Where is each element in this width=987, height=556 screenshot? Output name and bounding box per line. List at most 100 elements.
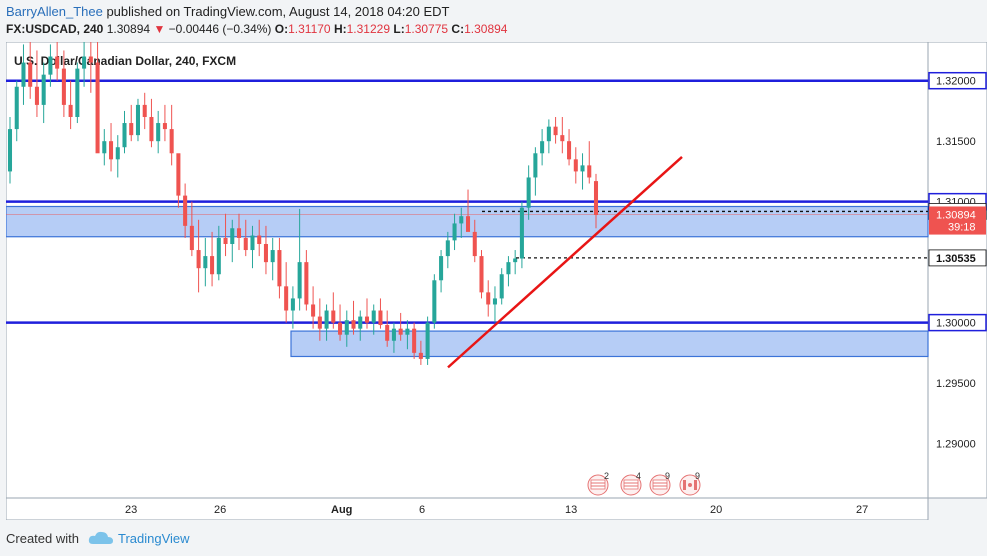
low-label: L: — [393, 22, 405, 36]
candle-body — [338, 322, 343, 335]
candle-body — [405, 328, 410, 335]
candle-body — [75, 68, 80, 117]
time-axis — [6, 497, 929, 520]
candle-body — [364, 316, 370, 323]
candle-body — [317, 316, 322, 329]
candle-body — [526, 177, 531, 208]
price-chart[interactable]: U.S. Dollar/Canadian Dollar, 240, FXCM 1… — [6, 42, 987, 520]
ca-event-icon[interactable]: 9 — [679, 471, 701, 496]
us-event-icon[interactable]: 9 — [649, 471, 671, 496]
candle-body — [14, 86, 19, 130]
price-label-text: 39:18 — [948, 222, 976, 234]
candle-body — [156, 123, 161, 142]
candle-body — [378, 310, 383, 326]
candle-body — [573, 159, 578, 172]
candle-body — [311, 304, 316, 317]
candle-body — [102, 141, 107, 154]
open-value: 1.31170 — [288, 22, 331, 36]
candle-body — [331, 310, 336, 323]
candle-body — [34, 86, 39, 105]
candles-layer — [7, 42, 599, 365]
price-label-text: 1.30894 — [936, 209, 976, 221]
x-axis-labels: 23 26 Aug 6 13 20 27 — [125, 504, 868, 516]
candle-body — [55, 56, 60, 69]
candle-body — [230, 228, 235, 244]
candle-body — [250, 235, 255, 251]
us-event-icon[interactable]: 4 — [620, 471, 642, 496]
candle-body — [7, 129, 13, 172]
candle-body — [425, 322, 430, 359]
candle-body — [479, 256, 484, 293]
trendline — [447, 155, 683, 369]
candle-body — [88, 56, 93, 63]
x-tick-label: 13 — [565, 504, 577, 516]
candle-body — [277, 250, 282, 287]
candle-body — [452, 223, 457, 241]
candle-body — [553, 126, 558, 136]
candle-body — [432, 280, 437, 323]
candle-body — [210, 256, 215, 275]
publish-line: BarryAllen_Thee published on TradingView… — [6, 4, 450, 19]
candle-body — [61, 68, 66, 105]
price-label-badge — [929, 206, 986, 223]
candle-body — [162, 123, 167, 130]
candle-body — [486, 292, 491, 305]
y-tick-label: 1.29500 — [936, 378, 976, 390]
economic-events[interactable]: 2 4 9 9 — [587, 471, 701, 496]
candle-body — [95, 62, 100, 154]
candle-body — [587, 165, 592, 178]
candle-body — [472, 231, 477, 257]
chart-title: U.S. Dollar/Canadian Dollar, 240, FXCM — [14, 54, 236, 68]
tradingview-link[interactable]: TradingView — [118, 531, 190, 546]
us-event-icon[interactable]: 2 — [587, 471, 609, 496]
high-value: 1.31229 — [346, 22, 391, 36]
candle-body — [358, 316, 363, 329]
svg-text:4: 4 — [636, 471, 641, 481]
candle-body — [290, 298, 295, 311]
price-label-badge — [928, 249, 987, 267]
candle-body — [439, 256, 444, 281]
x-tick-label: 27 — [856, 504, 868, 516]
down-arrow-icon: ▼ — [153, 22, 166, 36]
trendline-layer — [447, 155, 683, 369]
candle-body — [593, 181, 599, 215]
candle-body — [270, 250, 275, 263]
candle-body — [196, 250, 201, 269]
svg-text:9: 9 — [695, 471, 700, 481]
candle-body — [263, 243, 268, 263]
low-value: 1.30775 — [404, 22, 449, 36]
candle-body — [169, 129, 174, 154]
y-tick-label: 1.29000 — [936, 439, 976, 451]
candle-body — [115, 147, 120, 160]
x-tick-label: Aug — [331, 504, 352, 516]
candle-body — [257, 235, 262, 244]
candle-body — [506, 262, 511, 275]
candle-body — [28, 62, 33, 87]
candle-body — [297, 262, 302, 299]
y-axis-labels: 1.320001.315001.310001.300001.295001.290… — [928, 71, 987, 451]
x-tick-label: 6 — [419, 504, 425, 516]
header-bar: BarryAllen_Thee published on TradingView… — [0, 0, 987, 42]
price-change: −0.00446 (−0.34%) — [168, 22, 272, 36]
author-link[interactable]: BarryAllen_Thee — [6, 4, 103, 19]
last-price: 1.30894 — [106, 22, 151, 36]
candle-body — [519, 207, 524, 259]
candle-body — [445, 240, 450, 257]
candle-body — [41, 74, 46, 105]
candle-body — [21, 62, 26, 87]
candle-body — [344, 320, 349, 335]
x-tick-label: 20 — [710, 504, 722, 516]
price-label-badge — [929, 218, 986, 235]
candle-body — [176, 153, 181, 196]
x-tick-label: 23 — [125, 504, 137, 516]
level-price-badge — [928, 313, 987, 332]
candle-body — [183, 195, 188, 226]
levels-layer — [6, 79, 928, 324]
chart-background — [6, 42, 929, 499]
candle-body — [459, 216, 464, 224]
candle-body — [129, 123, 134, 136]
close-label: C: — [451, 22, 465, 36]
y-tick-label: 1.31500 — [936, 136, 976, 148]
candle-body — [546, 126, 551, 142]
candle-body — [560, 135, 565, 142]
